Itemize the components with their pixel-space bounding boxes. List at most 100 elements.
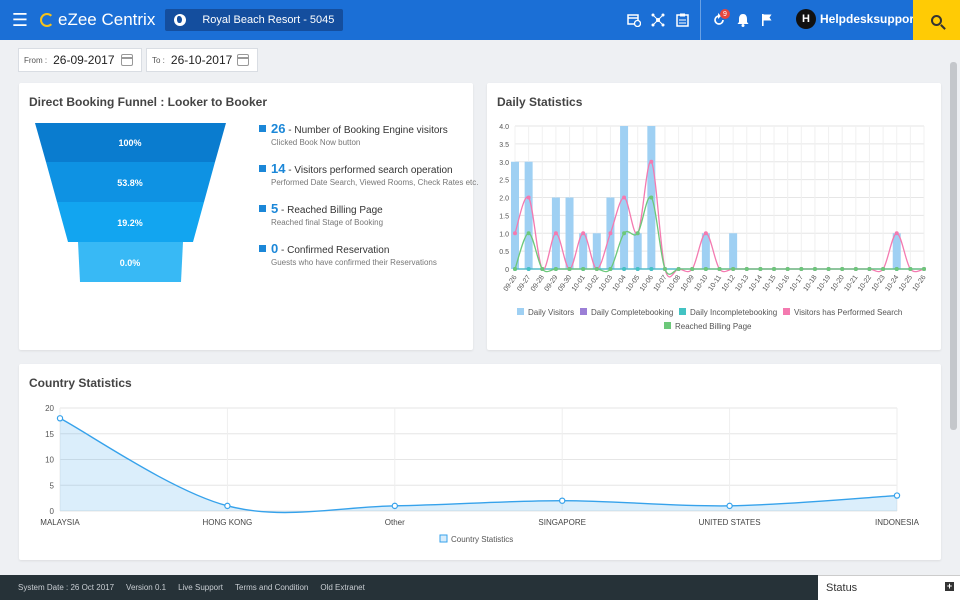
bar-daily-visitors [892,233,901,269]
country-statistics-title: Country Statistics [29,376,132,390]
stat-label: - Visitors performed search operation [288,165,453,176]
bar-daily-visitors [592,233,601,269]
bar-daily-visitors [729,233,738,269]
funnel-panel: Direct Booking Funnel : Looker to Booker… [19,83,479,350]
data-point [894,231,899,236]
data-point [513,231,517,236]
x-tick-label: SINGAPORE [538,518,586,527]
funnel-level-3-label: 19.2% [117,218,143,228]
legend-square [259,165,266,172]
old-extranet-link[interactable]: Old Extranet [320,583,365,592]
data-point [826,267,831,271]
stat-description: Clicked Book Now button [271,138,361,147]
data-point [726,502,733,510]
data-point [676,267,681,271]
data-point [594,267,599,271]
status-panel[interactable]: Status + [818,575,960,600]
ezee-logo-icon [40,13,54,27]
version: Version 0.1 [126,583,167,592]
stat-number: 5 [271,201,279,216]
property-selector[interactable]: Royal Beach Resort - 5045 [165,9,344,31]
data-point [867,267,872,271]
calendar-icon[interactable] [121,54,133,66]
calendar-clock-icon[interactable] [622,0,646,40]
bell-icon[interactable] [731,0,755,40]
status-label: Status [826,582,858,594]
legend-swatch [517,308,524,315]
funnel-level-4 [78,242,183,282]
data-point [581,267,586,271]
data-point [799,267,804,271]
stat-label: - Reached Billing Page [281,205,383,216]
y-tick-label: 2.0 [499,196,509,203]
to-date-field[interactable]: To : 26-10-2017 [146,48,258,72]
menu-icon[interactable]: ☰ [11,9,29,30]
funnel-level-1 [35,123,226,162]
y-tick-label: 3.0 [499,160,509,167]
to-label: To : [152,55,165,65]
legend-label: Visitors has Performed Search [794,308,902,317]
funnel-title: Direct Booking Funnel : Looker to Booker [29,95,268,109]
data-point [553,231,558,236]
legend-label: Daily Incompletebooking [690,308,777,317]
brand[interactable]: eZee Centrix [40,0,155,40]
x-tick-label: UNITED STATES [699,518,761,527]
flag-icon[interactable] [755,0,779,40]
from-date-value: 26-09-2017 [53,53,115,67]
data-point [649,195,654,200]
data-point [649,159,654,164]
search-icon [931,14,942,26]
live-support-link[interactable]: Live Support [178,583,223,592]
data-point [608,231,613,236]
terms-link[interactable]: Terms and Condition [235,583,309,592]
legend-square [259,125,266,132]
funnel-stat-billing: 5 - Reached Billing Page Reached final S… [259,201,479,228]
data-point [785,267,790,271]
y-tick-label: 1.0 [499,231,509,238]
data-point [717,267,722,271]
expand-icon[interactable]: + [945,581,954,591]
y-tick-label: 10 [45,456,54,465]
search-button[interactable] [913,0,960,40]
footer: System Date : 26 Oct 2017 Version 0.1 Li… [0,575,960,600]
data-point [526,195,531,200]
data-point [690,267,695,271]
legend-swatch [664,322,671,329]
y-tick-label: 2.5 [499,178,509,185]
clipboard-icon[interactable] [670,0,694,40]
funnel-stat-confirmed: 0 - Confirmed Reservation Guests who hav… [259,241,479,268]
data-point [662,267,667,271]
data-point [744,267,749,271]
data-point [622,231,627,236]
user-menu[interactable]: H Helpdesksupport! [796,9,922,29]
data-point [540,267,545,271]
legend-label: Reached Billing Page [675,322,752,331]
data-point [649,267,654,271]
data-point [703,267,708,271]
legend-swatch [439,534,448,543]
app-name: eZee Centrix [58,10,156,29]
scrollbar[interactable] [950,62,957,430]
data-point [567,267,572,271]
funnel-level-1-label: 100% [118,138,142,148]
series-line-country-statistics [59,417,898,514]
y-tick-label: 4.0 [499,124,509,131]
funnel-level-4-label: 0.0% [119,258,141,268]
from-label: From : [24,55,48,65]
stat-description: Guests who have confirmed their Reservat… [271,258,437,267]
refresh-icon[interactable]: 9 [707,0,731,40]
legend-label: Daily Completebooking [591,308,673,317]
bar-daily-visitors [579,233,588,269]
calendar-icon[interactable] [237,54,249,66]
data-point [622,195,627,200]
property-name: Royal Beach Resort - 5045 [202,14,335,26]
stat-number: 0 [271,241,279,256]
network-icon[interactable] [646,0,670,40]
bar-daily-visitors [701,233,710,269]
to-date-value: 26-10-2017 [170,53,233,67]
daily-statistics-chart: 00.51.01.52.02.53.03.54.009-2609-2709-28… [499,124,927,331]
data-point [758,267,763,271]
data-point [224,502,231,510]
from-date-field[interactable]: From : 26-09-2017 [18,48,142,72]
data-point [553,267,558,271]
